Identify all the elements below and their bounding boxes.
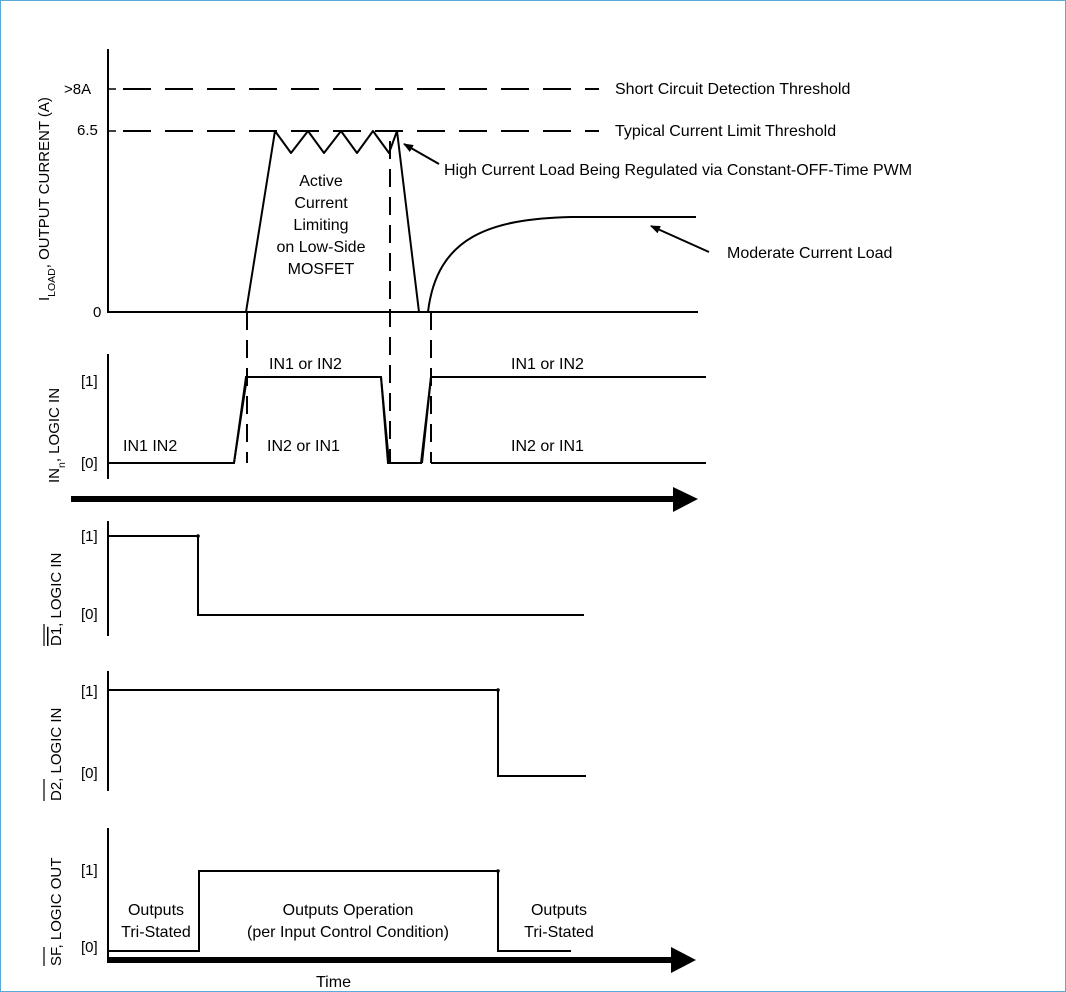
sf-middle-line-1: Outputs Operation [283,902,414,919]
load-current-panel: >8A 6.5 0 Short Circuit Detection Thresh… [36,49,912,321]
time-axis-label: Time [316,974,351,991]
pwm-annotation-arrow [403,143,440,165]
sf-ylabel-over: SF [48,947,65,966]
d1-tick-one: [1] [81,528,98,545]
in-panel: [1] [0] IN1 IN2 IN1 or IN2 IN2 or IN1 IN… [46,354,706,483]
time-arrow-lower-head [671,947,696,973]
short-circuit-threshold-label: Short Circuit Detection Threshold [615,81,850,98]
in-tick-zero: [0] [81,455,98,472]
transition-guides [246,141,432,463]
sf-right-line-2: Tri-Stated [524,924,594,941]
sf-waveform [108,870,571,952]
d2-waveform [108,689,586,777]
sf-tick-one: [1] [81,862,98,879]
in-ylabel-prefix: IN [46,468,63,483]
d1-panel: [1] [0] D1, LOGIC IN [43,521,584,646]
d1-ylabel-over: D1 [48,627,65,646]
load-tick-limit: 6.5 [77,122,98,139]
d1-edge-dot [196,534,200,538]
sf-panel: [1] [0] Outputs Tri-Stated Outputs Opera… [43,828,594,966]
load-ylabel-sub: LOAD [46,268,58,297]
moderate-annotation-label: Moderate Current Load [727,245,892,262]
sf-right-label: Outputs Tri-Stated [524,902,594,941]
active-label-line-5: MOSFET [288,261,355,278]
in-tick-one: [1] [81,373,98,390]
d2-y-axis-label: D2, LOGIC IN [48,708,65,801]
d2-tick-zero: [0] [81,765,98,782]
load-tick-zero: 0 [93,304,101,321]
in-label-top-a: IN1 or IN2 [269,356,342,373]
sf-left-label: Outputs Tri-Stated [121,902,191,941]
d2-ylabel-suffix: , LOGIC IN [48,708,65,782]
d2-ylabel-over: D2 [48,782,65,801]
sf-middle-label: Outputs Operation (per Input Control Con… [247,902,449,941]
pwm-annotation-label: High Current Load Being Regulated via Co… [444,162,912,179]
sf-left-line-2: Tri-Stated [121,924,191,941]
d2-edge-dot [496,688,500,692]
active-label-line-3: Limiting [293,217,348,234]
sf-edge-dot [496,869,500,873]
in-y-axis-label: INn, LOGIC IN [46,388,68,483]
d2-panel: [1] [0] D2, LOGIC IN [43,671,586,801]
sf-right-line-1: Outputs [531,902,587,919]
high-current-pulse [245,130,420,313]
sf-y-axis-label: SF, LOGIC OUT [48,858,65,966]
moderate-current-curve [427,216,696,313]
in-label-in1-in2: IN1 IN2 [123,438,177,455]
sf-tick-zero: [0] [81,939,98,956]
active-label-line-1: Active [299,173,343,190]
load-ylabel-suffix: , OUTPUT CURRENT (A) [36,97,53,268]
sf-ylabel-suffix: , LOGIC OUT [48,858,65,949]
in-label-top-b: IN1 or IN2 [511,356,584,373]
sf-left-line-1: Outputs [128,902,184,919]
load-ylabel-prefix: I [36,297,53,301]
load-tick-short: >8A [64,81,91,98]
current-limit-threshold-label: Typical Current Limit Threshold [615,123,836,140]
active-current-limiting-label: Active Current Limiting on Low-Side MOSF… [277,173,366,278]
in-label-bottom-b: IN2 or IN1 [511,438,584,455]
time-arrow-upper-head [673,487,698,512]
in-waveform-low [108,376,706,464]
d1-tick-zero: [0] [81,606,98,623]
in-ylabel-suffix: , LOGIC IN [46,388,63,462]
in-label-bottom-a: IN2 or IN1 [267,438,340,455]
active-label-line-4: on Low-Side [277,239,366,256]
d1-y-axis-label: D1, LOGIC IN [48,553,65,646]
moderate-annotation-arrow [650,225,710,253]
d1-waveform [108,535,584,616]
d1-ylabel-suffix: , LOGIC IN [48,553,65,627]
in-waveform-complement [233,376,706,464]
d2-tick-one: [1] [81,683,98,700]
in-ylabel-sub: n [56,462,68,468]
active-label-line-2: Current [294,195,348,212]
sf-middle-line-2: (per Input Control Condition) [247,924,449,941]
load-y-axis-label: ILOAD, OUTPUT CURRENT (A) [36,97,58,301]
